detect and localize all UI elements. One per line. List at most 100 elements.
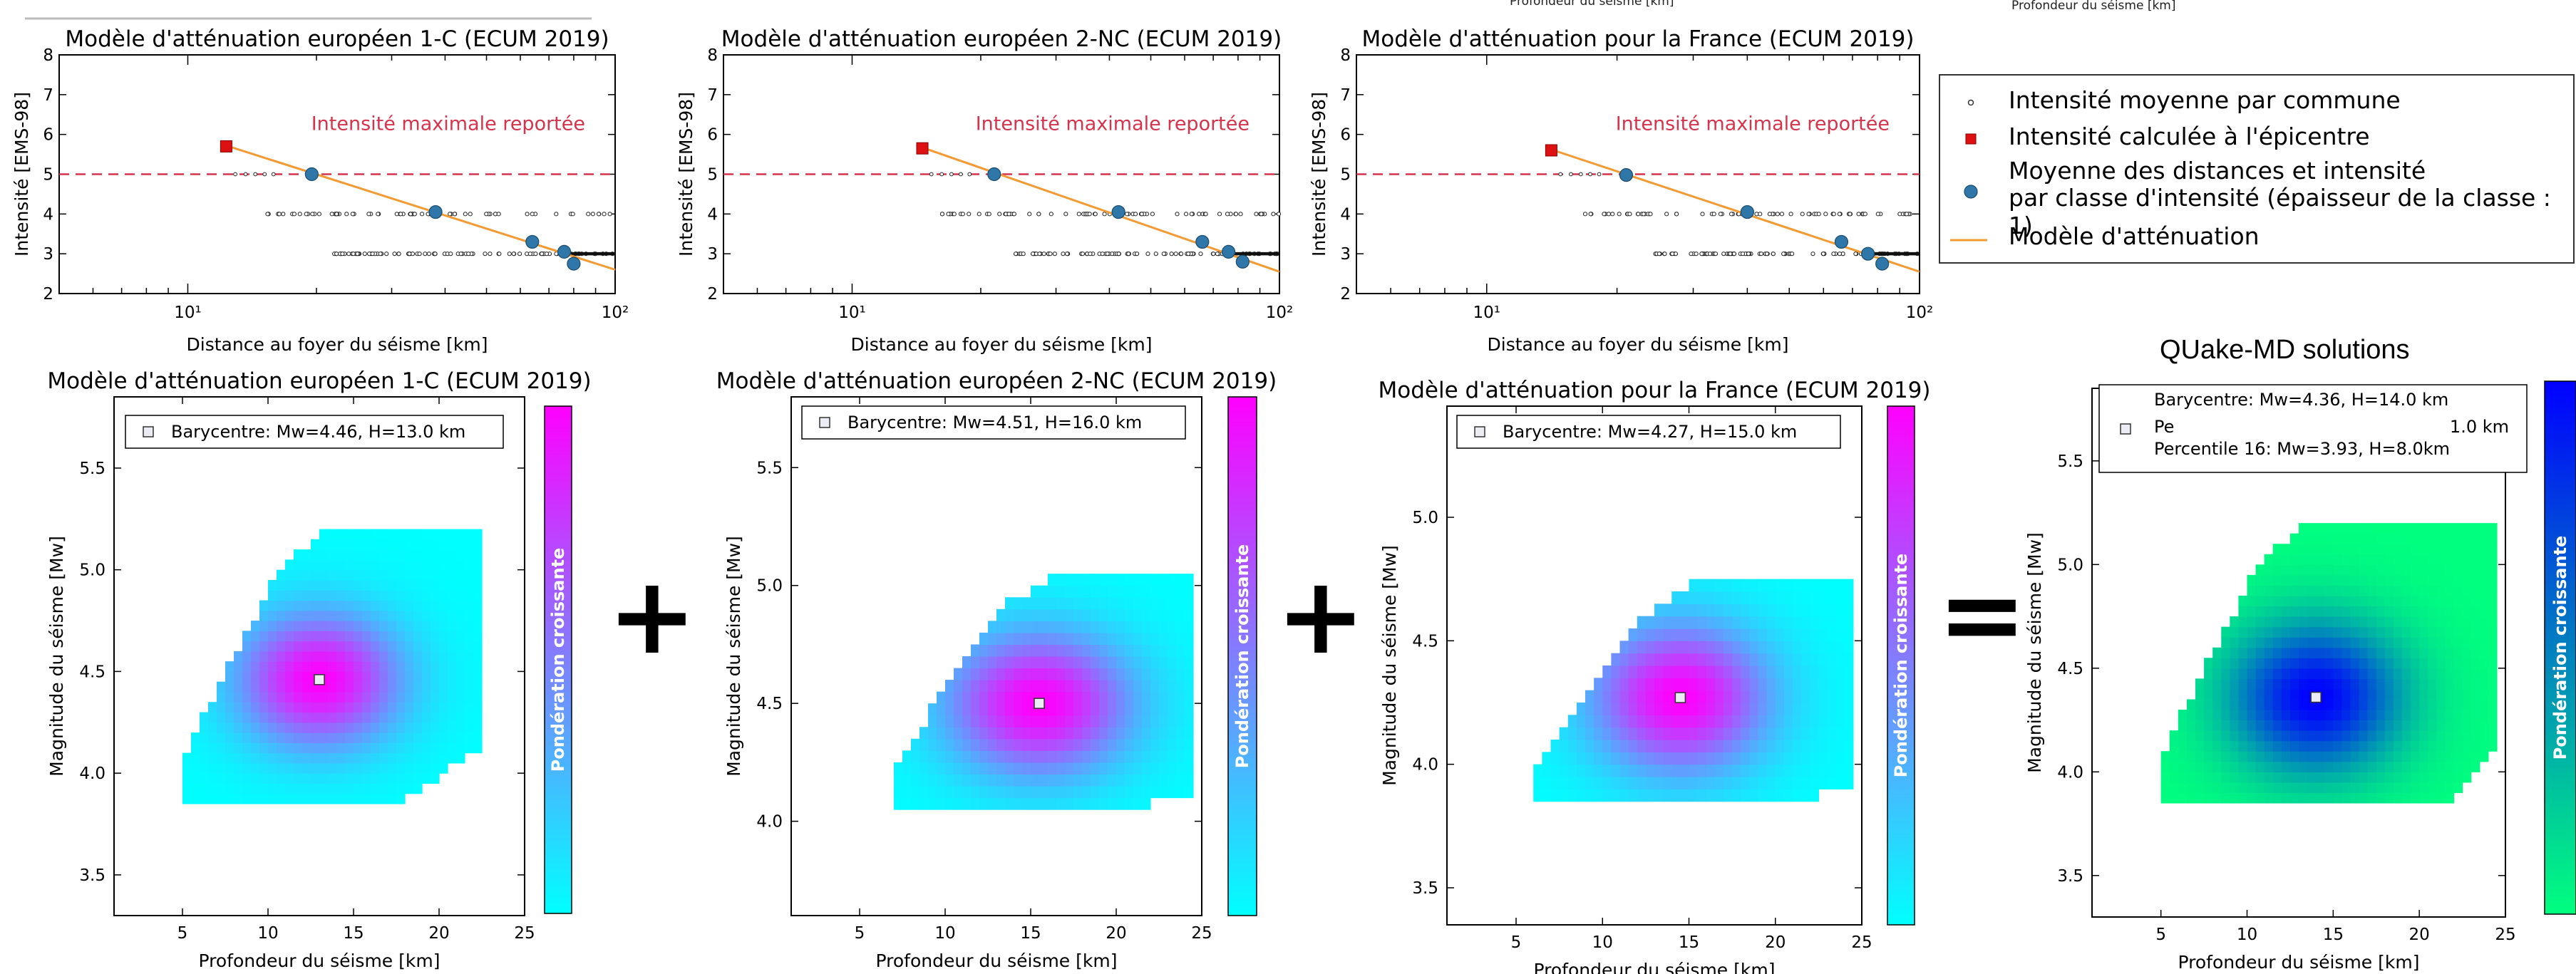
pdf-heatmap-cell	[2445, 730, 2455, 742]
pdf-heatmap-cell	[473, 600, 483, 611]
pdf-heatmap-cell	[1741, 591, 1750, 604]
pdf-heatmap-cell	[413, 712, 423, 723]
pdf-heatmap-cell	[465, 529, 474, 540]
pdf-heatmap-cell	[1611, 678, 1621, 691]
pdf-heatmap-cell	[1793, 740, 1802, 752]
pdf-heatmap-cell	[2436, 772, 2446, 783]
pdf-heatmap-cell	[362, 732, 371, 743]
pdf-heatmap-cell	[2186, 699, 2196, 710]
pdf-heatmap-cell	[1732, 777, 1741, 789]
pdf-ytick-label: 3.5	[2057, 867, 2083, 886]
pdf-heatmap-cell	[2350, 699, 2360, 710]
pdf-heatmap-cell	[1168, 680, 1177, 693]
pdf-heatmap-cell	[1116, 727, 1125, 740]
pdf-heatmap-cell	[1619, 789, 1629, 802]
pdf-heatmap-cell	[456, 691, 465, 703]
pdf-heatmap-cell	[1663, 641, 1672, 654]
pdf-heatmap-cell	[456, 722, 465, 733]
pdf-heatmap-cell	[217, 762, 226, 774]
pdf-heatmap-cell	[2299, 688, 2308, 700]
pdf-heatmap-cell	[354, 549, 363, 560]
pdf-heatmap-cell	[448, 631, 457, 642]
pdf-heatmap-cell	[2341, 668, 2351, 679]
ipe-commune-point	[929, 172, 934, 177]
pdf-title: Modèle d'atténuation européen 1-C (ECUM …	[47, 368, 591, 394]
pdf-heatmap-cell	[1663, 727, 1672, 740]
pdf-heatmap-cell	[2479, 616, 2489, 628]
ipe-epicenter-marker	[1545, 144, 1557, 157]
pdf-heatmap-cell	[1766, 752, 1776, 765]
pdf-heatmap-cell	[2350, 637, 2360, 648]
pdf-heatmap-cell	[345, 722, 354, 733]
pdf-heatmap-cell	[1133, 574, 1143, 586]
pdf-heatmap-cell	[1125, 644, 1134, 657]
pdf-heatmap-cell	[1056, 703, 1066, 716]
pdf-heatmap-cell	[1724, 628, 1733, 641]
pdf-heatmap-cell	[2299, 710, 2308, 721]
pdf-heatmap-cell	[431, 631, 440, 642]
pdf-heatmap-cell	[1073, 786, 1083, 799]
pdf-heatmap-cell	[2333, 699, 2343, 710]
pdf-heatmap-cell	[2402, 761, 2411, 772]
pdf-heatmap-cell	[979, 762, 989, 775]
pdf-heatmap-cell	[2384, 544, 2394, 555]
ipe-commune-point	[544, 252, 550, 257]
pdf-heatmap-cell	[971, 786, 980, 799]
pdf-heatmap-cell	[388, 621, 397, 631]
pdf-heatmap-cells	[182, 529, 483, 804]
pdf-heatmap-cell	[362, 569, 371, 581]
pdf-heatmap-cell	[1039, 597, 1049, 610]
pdf-heatmap-cell	[2376, 595, 2386, 607]
pdf-heatmap-cell	[1810, 641, 1819, 654]
pdf-heatmap-cell	[2307, 595, 2317, 607]
pdf-heatmap-cell	[1663, 678, 1672, 691]
pdf-heatmap-cell	[362, 722, 371, 733]
pdf-heatmap-cell	[2462, 523, 2472, 534]
pdf-heatmap-cell	[945, 762, 954, 775]
pdf-heatmap-cell	[1073, 668, 1083, 680]
pdf-heatmap-cell	[285, 773, 294, 784]
ipe-title: Modèle d'atténuation européen 1-C (ECUM …	[65, 26, 609, 52]
ipe-ytick-label: 3	[1340, 245, 1351, 264]
pdf-heatmap-cell	[336, 661, 346, 673]
pdf-heatmap-cell	[2230, 782, 2240, 794]
pdf-heatmap-cell	[1818, 727, 1828, 740]
pdf-heatmap-cell	[1827, 603, 1837, 617]
pdf-legend-line: Percentile 16: Mw=3.93, H=8.0km	[2154, 439, 2450, 459]
ipe-commune-point	[1150, 212, 1155, 217]
pdf-heatmap-cell	[2299, 668, 2308, 679]
pdf-heatmap-cell	[1048, 574, 1057, 586]
pdf-heatmap-cell	[2316, 647, 2325, 658]
pdf-heatmap-cell	[448, 722, 457, 733]
pdf-heatmap-cell	[328, 631, 337, 642]
pdf-heatmap-cell	[1142, 656, 1151, 669]
ipe-class-mean-point	[304, 167, 319, 182]
pdf-heatmap-cell	[1039, 774, 1049, 787]
pdf-heatmap-cell	[234, 722, 243, 733]
pdf-heatmap-cell	[937, 750, 946, 763]
pdf-heatmap-cell	[285, 712, 294, 723]
pdf-heatmap-cell	[1749, 703, 1759, 715]
pdf-heatmap-cell	[1645, 740, 1655, 752]
pdf-heatmap-cell	[371, 621, 380, 631]
pdf-heatmap-cell	[2333, 751, 2343, 762]
pdf-heatmap-cell	[1550, 789, 1560, 802]
pdf-heatmap-cell	[2428, 554, 2437, 565]
pdf-heatmap-cell	[1039, 797, 1049, 810]
pdf-heatmap-cell	[277, 681, 286, 693]
pdf-heatmap-cell	[1741, 764, 1750, 777]
pdf-heatmap-cell	[1056, 644, 1066, 657]
ipe-attenuation-model-line	[225, 144, 616, 271]
pdf-heatmap-cell	[2316, 668, 2325, 679]
pdf-heatmap-cell	[2393, 554, 2403, 565]
pdf-heatmap-cell	[2247, 658, 2257, 669]
pdf-heatmap-cell	[371, 661, 380, 673]
pdf-heatmap-cell	[1082, 656, 1091, 669]
pdf-heatmap-cell	[1125, 750, 1134, 763]
pdf-heatmap-cell	[1073, 632, 1083, 646]
pdf-heatmap-cell	[1133, 668, 1143, 680]
pdf-heatmap-cell	[2186, 782, 2196, 794]
pdf-heatmap-cell	[1031, 608, 1040, 621]
ipe-ytick-label: 8	[43, 46, 53, 65]
pdf-heatmap-cell	[217, 742, 226, 754]
